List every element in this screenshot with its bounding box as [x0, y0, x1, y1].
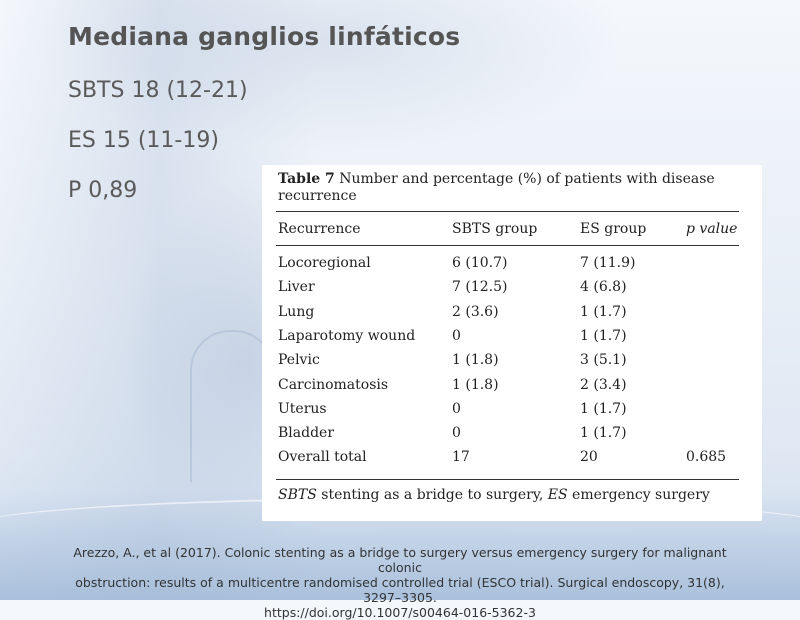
- header-es-group: ES group: [580, 221, 647, 237]
- slide-title: Mediana ganglios linfáticos: [68, 22, 461, 51]
- table-row-1-recurrence-cell: Liver: [278, 279, 315, 296]
- header-p-value: p value: [686, 221, 738, 237]
- reference-citation: Arezzo, A., et al (2017). Colonic stenti…: [60, 545, 740, 620]
- reference-line-2: obstruction: results of a multicentre ra…: [75, 575, 725, 605]
- table-row-5-sbts-cell: 1 (1.8): [452, 376, 499, 393]
- table-row-3-es-cell: 1 (1.7): [580, 327, 627, 344]
- table-row-8-p-value-cell: 0.685: [686, 449, 727, 466]
- reference-line-1: Arezzo, A., et al (2017). Colonic stenti…: [73, 545, 727, 575]
- table-row-8-es-cell: 20: [580, 449, 598, 466]
- footnote-abbr-sbts: SBTS: [278, 487, 317, 503]
- table-row-7-sbts-cell: 0: [452, 425, 461, 442]
- reference-line-3: https://doi.org/10.1007/s00464-016-5362-…: [264, 605, 536, 620]
- table-row-2-sbts-cell: 2 (3.6): [452, 303, 499, 320]
- es-median-line: ES 15 (11-19): [68, 128, 219, 153]
- table-row-1-es-cell: 4 (6.8): [580, 279, 627, 296]
- table-row-6-sbts-cell: 0: [452, 400, 461, 417]
- table-row-6-recurrence-cell: Uterus: [278, 400, 327, 417]
- header-sbts-group: SBTS group: [452, 221, 538, 237]
- table-row-5-recurrence-cell: Carcinomatosis: [278, 376, 389, 393]
- table-row-4-sbts-cell: 1 (1.8): [452, 352, 499, 369]
- table-row-3-sbts-cell: 0: [452, 327, 461, 344]
- table-bottom-rule: [276, 479, 739, 480]
- table-row-1-sbts-cell: 7 (12.5): [452, 279, 508, 296]
- table-row-2-es-cell: 1 (1.7): [580, 303, 627, 320]
- recurrence-table-image: Table 7 Number and percentage (%) of pat…: [262, 165, 762, 521]
- table-caption-text: Number and percentage (%) of patients wi…: [278, 171, 715, 204]
- table-row-8-sbts-cell: 17: [452, 449, 470, 466]
- table-row-0-es-cell: 7 (11.9): [580, 255, 636, 271]
- table-row-4-recurrence-cell: Pelvic: [278, 352, 320, 369]
- table-row-7-recurrence-cell: Bladder: [278, 425, 335, 442]
- sbts-median-line: SBTS 18 (12-21): [68, 78, 248, 103]
- table-row-0-recurrence-cell: Locoregional: [278, 255, 371, 271]
- footnote-def-es: emergency surgery: [572, 487, 710, 503]
- table-top-rule: [276, 211, 739, 212]
- table-caption-label: Table 7: [278, 171, 335, 187]
- footnote-def-sbts: stenting as a bridge to surgery,: [321, 487, 544, 503]
- table-row-0-sbts-cell: 6 (10.7): [452, 255, 508, 271]
- table-header-rule: [276, 245, 739, 246]
- table-caption: Table 7 Number and percentage (%) of pat…: [278, 171, 743, 205]
- table-row-4-es-cell: 3 (5.1): [580, 352, 627, 369]
- footnote-abbr-es: ES: [547, 487, 568, 503]
- table-row-8-recurrence-cell: Overall total: [278, 449, 367, 466]
- table-row-7-es-cell: 1 (1.7): [580, 425, 627, 442]
- p-value-line: P 0,89: [68, 178, 138, 203]
- table-row-3-recurrence-cell: Laparotomy wound: [278, 327, 416, 344]
- table-row-5-es-cell: 2 (3.4): [580, 376, 627, 393]
- table-row-2-recurrence-cell: Lung: [278, 303, 315, 320]
- header-recurrence: Recurrence: [278, 221, 361, 237]
- table-row-6-es-cell: 1 (1.7): [580, 400, 627, 417]
- table-footnote: SBTS stenting as a bridge to surgery, ES…: [278, 487, 710, 503]
